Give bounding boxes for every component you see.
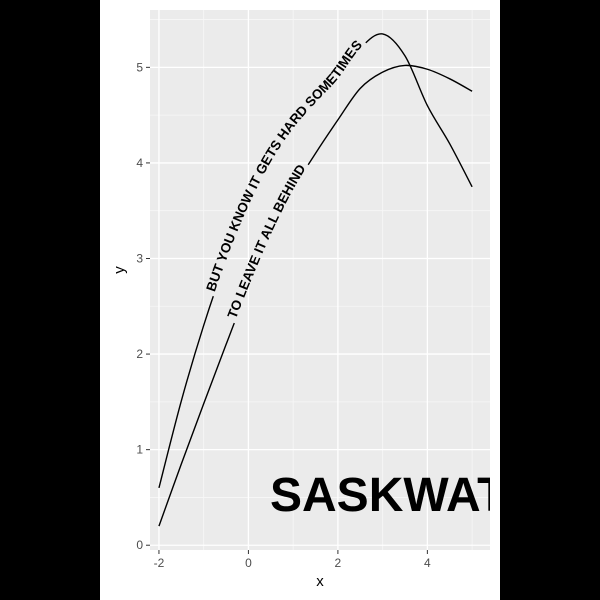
major-grid [150, 10, 490, 550]
x-tick-label: 4 [424, 556, 431, 570]
axis-ticks [146, 66, 428, 554]
y-tick-label: 1 [136, 443, 143, 457]
x-tick-label: -2 [154, 556, 165, 570]
x-tick-label: 2 [335, 556, 342, 570]
y-tick-label: 4 [136, 156, 143, 170]
series-line-1 [158, 33, 473, 489]
minor-grid [150, 10, 490, 550]
x-axis-title: x [316, 573, 324, 590]
y-axis-title: y [111, 266, 128, 274]
tick-labels: -2 0 2 4 0 1 2 3 4 5 [136, 60, 431, 570]
figure: BUT YOU KNOW IT GETS HARD SOMETIMES TO LE… [100, 0, 500, 600]
plot-panel [150, 10, 490, 550]
y-tick-label: 3 [136, 251, 143, 265]
y-tick-label: 5 [136, 60, 143, 74]
x-tick-label: 0 [245, 556, 252, 570]
series-line-2 [158, 64, 473, 527]
watermark-annotation: SASKWATCH [270, 469, 500, 522]
y-tick-label: 2 [136, 347, 143, 361]
y-tick-label: 0 [136, 538, 143, 552]
